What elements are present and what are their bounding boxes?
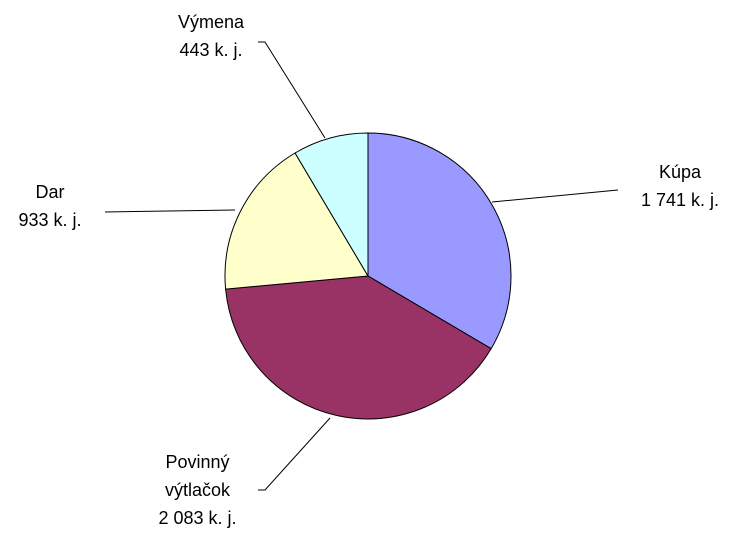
slice-label: Dar 933 k. j.	[0, 178, 100, 234]
category-label: Výmena	[177, 12, 245, 32]
value-label: 933 k. j.	[18, 210, 82, 230]
category-label: Dar	[35, 182, 65, 202]
value-label: 2 083 k. j.	[158, 508, 237, 528]
value-label: 443 k. j.	[179, 40, 243, 60]
leader-line	[491, 189, 619, 203]
slice-label: Povinný výtlačok 2 083 k. j.	[150, 448, 245, 532]
value-label: 1 741 k. j.	[640, 190, 720, 210]
leader-line	[104, 209, 236, 213]
slice-label: Výmena 443 k. j.	[160, 8, 262, 64]
slice-label: Kúpa 1 741 k. j.	[620, 158, 734, 214]
pie-slice	[225, 275, 492, 420]
leader-lines	[104, 41, 619, 491]
pie-slice	[294, 132, 369, 278]
category-label: Povinný výtlačok	[164, 452, 231, 500]
leader-line	[258, 41, 326, 139]
leader-line	[258, 417, 331, 491]
pie-slice	[224, 152, 369, 290]
pie-slice	[367, 132, 512, 350]
category-label: Kúpa	[658, 162, 702, 182]
